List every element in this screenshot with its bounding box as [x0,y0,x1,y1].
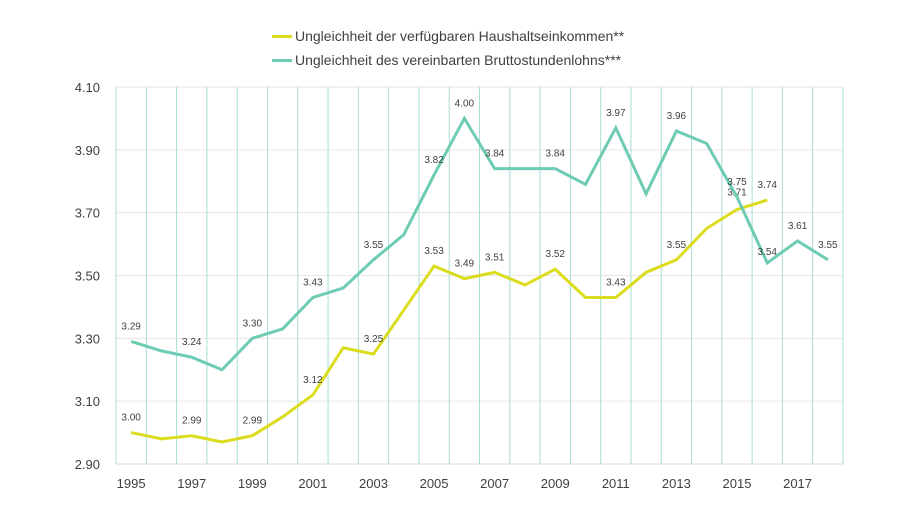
data-label: 3.55 [818,240,838,251]
legend-item-hourly-wage: Ungleichheit des vereinbarten Bruttostun… [272,48,624,72]
data-label: 3.30 [243,318,263,329]
x-tick-label: 2009 [541,476,570,491]
data-label: 3.25 [364,334,384,345]
legend-label: Ungleichheit des vereinbarten Bruttostun… [295,52,622,68]
x-tick-label: 2005 [420,476,449,491]
data-label: 3.61 [788,221,808,232]
data-label: 3.82 [424,155,444,166]
series-line-1 [130,198,768,444]
data-label: 4.00 [455,98,475,109]
data-label: 3.71 [727,188,747,199]
x-tick-label: 2007 [480,476,509,491]
x-tick-label: 1995 [117,476,146,491]
legend-item-household-income: Ungleichheit der verfügbaren Haushaltsei… [272,24,624,48]
x-tick-label: 1997 [177,476,206,491]
x-tick-label: 2017 [783,476,812,491]
data-label: 3.55 [364,240,384,251]
data-label: 3.12 [303,375,323,386]
x-tick-label: 1999 [238,476,267,491]
legend-label: Ungleichheit der verfügbaren Haushaltsei… [295,28,625,44]
data-label: 3.24 [182,337,202,348]
data-label: 3.29 [121,321,141,332]
y-tick-label: 3.90 [75,143,100,158]
data-label: 3.75 [727,177,747,188]
x-tick-label: 2015 [723,476,752,491]
x-tick-label: 2001 [298,476,327,491]
data-label: 3.84 [545,149,565,160]
series-line-2 [130,115,829,372]
y-tick-label: 3.50 [75,269,100,284]
x-tick-label: 2013 [662,476,691,491]
data-label: 3.84 [485,149,505,160]
y-tick-label: 4.10 [75,80,100,95]
data-label: 3.97 [606,108,626,119]
data-label: 2.99 [243,416,263,427]
y-tick-label: 3.70 [75,206,100,221]
data-label: 3.49 [455,259,475,270]
y-tick-label: 3.30 [75,331,100,346]
data-label: 3.54 [758,247,778,258]
data-label: 3.00 [121,413,141,424]
data-label: 3.53 [424,246,444,257]
data-label: 3.51 [485,252,505,263]
data-label: 3.74 [758,180,778,191]
legend-swatch [272,58,292,62]
y-tick-label: 3.10 [75,394,100,409]
x-tick-label: 2003 [359,476,388,491]
data-label: 2.99 [182,416,202,427]
data-label: 3.43 [606,277,626,288]
legend-swatch [272,34,292,38]
legend: Ungleichheit der verfügbaren Haushaltsei… [272,24,624,72]
data-label: 3.55 [667,240,687,251]
data-label: 3.52 [545,249,565,260]
y-tick-label: 2.90 [75,457,100,472]
x-tick-label: 2011 [602,476,630,491]
data-label: 3.96 [667,111,687,122]
data-label: 3.43 [303,277,323,288]
